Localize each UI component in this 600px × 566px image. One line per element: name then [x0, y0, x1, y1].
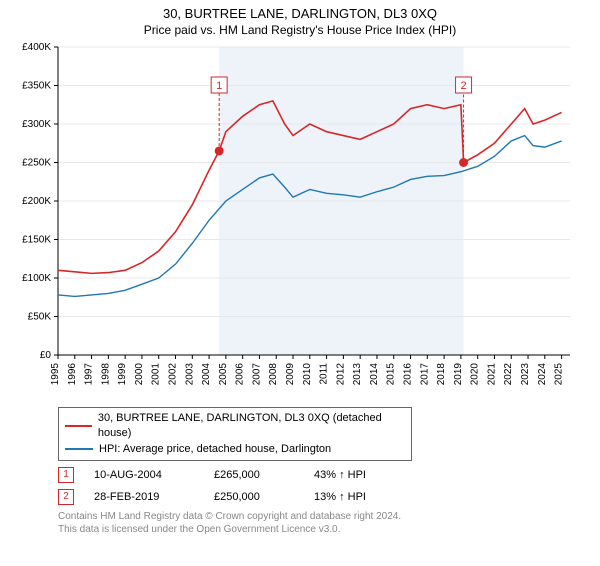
svg-text:1995: 1995 — [50, 363, 61, 386]
sale-hpi-delta: 43% ↑ HPI — [314, 469, 424, 481]
svg-text:1998: 1998 — [100, 363, 111, 386]
footer-line-2: This data is licensed under the Open Gov… — [58, 524, 580, 537]
legend-item: 30, BURTREE LANE, DARLINGTON, DL3 0XQ (d… — [65, 411, 405, 442]
svg-text:1: 1 — [216, 80, 222, 92]
svg-text:£150K: £150K — [22, 235, 51, 246]
svg-text:2022: 2022 — [503, 363, 514, 386]
sale-row: 2 28-FEB-2019£250,00013% ↑ HPI — [58, 489, 580, 505]
svg-text:2020: 2020 — [470, 363, 481, 386]
svg-text:2011: 2011 — [319, 363, 330, 385]
sale-marker-icon: 2 — [58, 489, 74, 505]
sale-marker-icon: 1 — [58, 467, 74, 483]
svg-text:2006: 2006 — [235, 363, 246, 386]
price-chart: £0 £50K £100K £150K £200K £250K £300K £350K £400… — [10, 41, 580, 401]
svg-text:2017: 2017 — [419, 363, 430, 386]
svg-text:£100K: £100K — [22, 273, 51, 284]
svg-text:2007: 2007 — [251, 363, 262, 386]
svg-text:2009: 2009 — [285, 363, 296, 386]
page-title: 30, BURTREE LANE, DARLINGTON, DL3 0XQ — [0, 6, 600, 21]
sale-date: 28-FEB-2019 — [94, 491, 214, 503]
svg-text:£0: £0 — [40, 350, 52, 361]
svg-text:2001: 2001 — [151, 363, 162, 386]
svg-text:2004: 2004 — [201, 363, 212, 386]
svg-text:2015: 2015 — [386, 363, 397, 386]
svg-text:2023: 2023 — [520, 363, 531, 386]
svg-text:2016: 2016 — [403, 363, 414, 386]
chart-legend: 30, BURTREE LANE, DARLINGTON, DL3 0XQ (d… — [58, 407, 412, 461]
svg-text:£200K: £200K — [22, 196, 51, 207]
svg-text:1996: 1996 — [67, 363, 78, 386]
footer-text: Contains HM Land Registry data © Crown c… — [58, 511, 580, 536]
svg-text:2005: 2005 — [218, 363, 229, 386]
sale-hpi-delta: 13% ↑ HPI — [314, 491, 424, 503]
svg-text:£250K: £250K — [22, 158, 51, 169]
svg-text:2014: 2014 — [369, 363, 380, 386]
svg-text:2003: 2003 — [184, 363, 195, 386]
svg-text:2000: 2000 — [134, 363, 145, 386]
sale-price: £250,000 — [214, 491, 314, 503]
footer-line-1: Contains HM Land Registry data © Crown c… — [58, 511, 580, 524]
svg-text:2019: 2019 — [453, 363, 464, 386]
svg-text:2021: 2021 — [486, 363, 497, 386]
svg-text:2013: 2013 — [352, 363, 363, 386]
svg-text:2024: 2024 — [537, 363, 548, 386]
legend-item: HPI: Average price, detached house, Darl… — [65, 442, 405, 457]
svg-text:£350K: £350K — [22, 81, 51, 92]
svg-text:1999: 1999 — [117, 363, 128, 386]
legend-label: 30, BURTREE LANE, DARLINGTON, DL3 0XQ (d… — [98, 411, 405, 442]
sale-date: 10-AUG-2004 — [94, 469, 214, 481]
legend-swatch — [65, 448, 93, 450]
legend-label: HPI: Average price, detached house, Darl… — [99, 442, 331, 457]
svg-text:£50K: £50K — [28, 312, 52, 323]
svg-text:£300K: £300K — [22, 119, 51, 130]
svg-text:2025: 2025 — [554, 363, 565, 386]
page-subtitle: Price paid vs. HM Land Registry's House … — [0, 23, 600, 37]
sale-row: 1 10-AUG-2004£265,00043% ↑ HPI — [58, 467, 580, 483]
svg-text:2: 2 — [461, 80, 467, 92]
svg-text:2018: 2018 — [436, 363, 447, 386]
sale-price: £265,000 — [214, 469, 314, 481]
svg-text:2002: 2002 — [168, 363, 179, 386]
svg-text:2012: 2012 — [335, 363, 346, 386]
svg-text:1997: 1997 — [84, 363, 95, 386]
legend-swatch — [65, 425, 92, 427]
svg-text:£400K: £400K — [22, 42, 51, 53]
sales-list: 1 10-AUG-2004£265,00043% ↑ HPI 2 28-FEB-201… — [58, 467, 580, 505]
svg-text:2008: 2008 — [268, 363, 279, 386]
svg-text:2010: 2010 — [302, 363, 313, 386]
